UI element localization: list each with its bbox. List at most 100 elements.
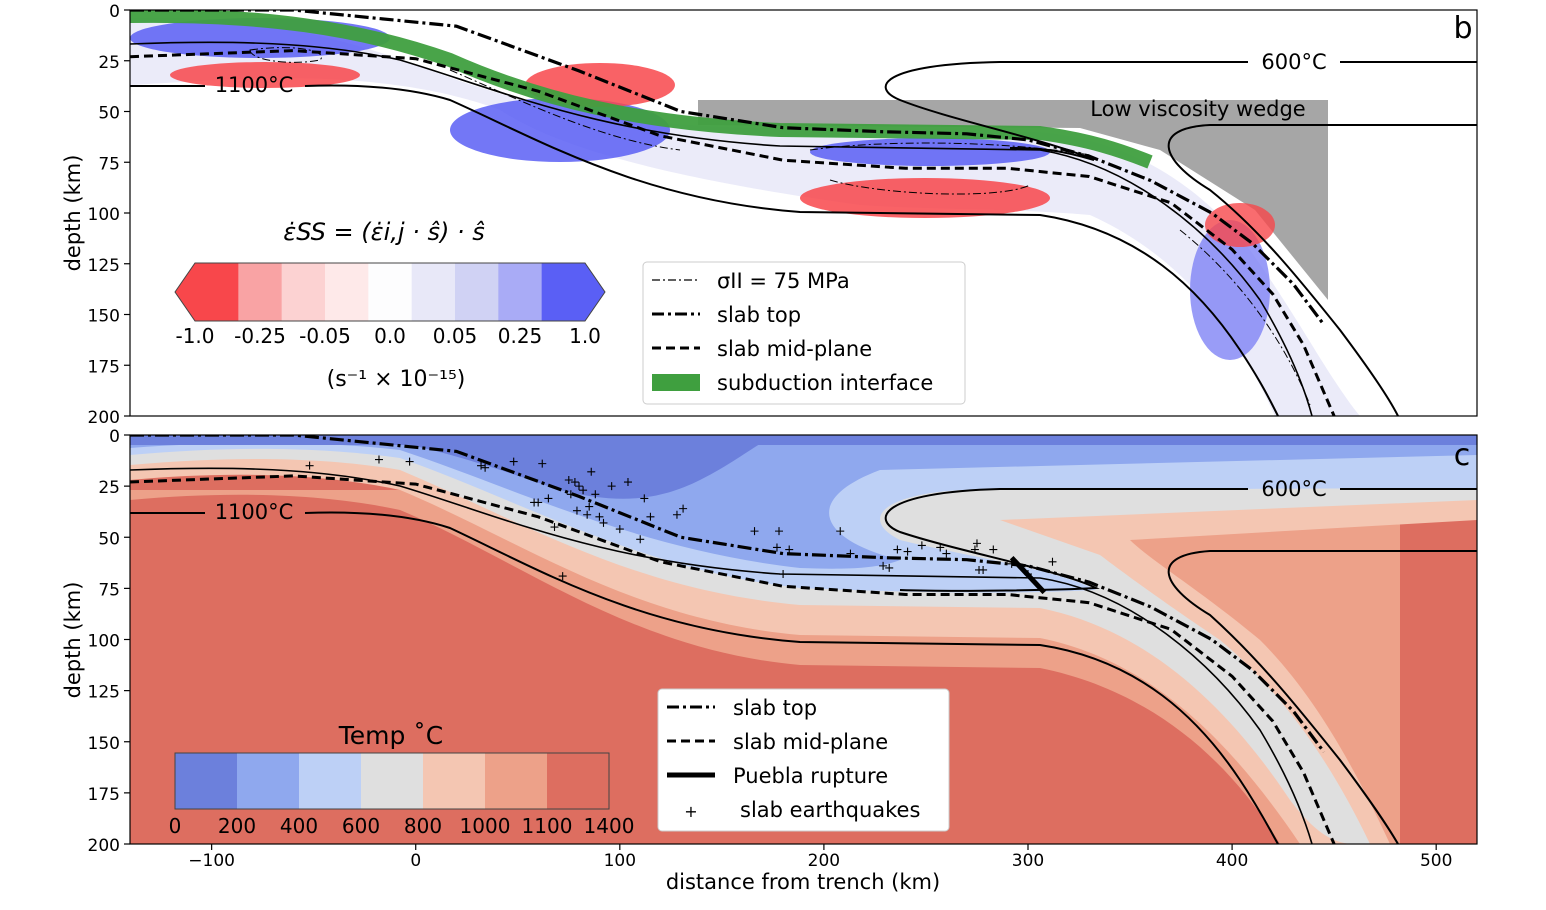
earthquake-marker [564, 475, 573, 484]
earthquake-marker [591, 490, 600, 499]
earthquake-marker [599, 518, 608, 527]
x-tick-label: 100 [604, 851, 636, 871]
colorbar-strain-title: ε̇SS = (ε̇i,j · ŝ) · ŝ [283, 218, 484, 246]
earthquake-marker [679, 504, 688, 513]
label-600: 600°C [1261, 50, 1326, 74]
earthquake-marker [538, 459, 547, 468]
earthquake-marker [846, 549, 855, 558]
legend-c-mid-plane: slab mid-plane [733, 730, 888, 754]
colorbar-strain-tick: 1.0 [569, 324, 601, 348]
earthquake-marker [550, 523, 559, 532]
earthquake-marker [917, 541, 926, 550]
colorbar-temp-tick: 800 [404, 814, 442, 838]
y-tick-label: 150 [88, 734, 120, 754]
colorbar-temp-cell [299, 753, 362, 809]
colorbar-temp-tick: 1400 [584, 814, 635, 838]
strain-blob [1190, 220, 1270, 360]
colorbar-temp-cell [423, 753, 486, 809]
earthquake-markers [305, 455, 1057, 581]
y-tick-label: 0 [109, 2, 120, 22]
earthquake-marker [615, 525, 624, 534]
colorbar-temp-tick: 200 [218, 814, 256, 838]
panel-b: 600°C 1100°C Low viscosity wedge b 0 25 50… [61, 2, 1478, 428]
strain-blob [810, 138, 1050, 166]
y-tick-label: 200 [88, 836, 120, 856]
earthquake-marker [970, 545, 979, 554]
earthquake-marker [579, 486, 588, 495]
earthquake-marker [570, 478, 579, 487]
colorbar-strain-cell [195, 263, 239, 321]
y-tick-label: 200 [88, 408, 120, 428]
earthquake-marker [585, 502, 594, 511]
earthquake-marker [775, 527, 784, 536]
earthquake-marker [575, 482, 583, 491]
colorbar-strain-cell [368, 263, 413, 321]
isotherm-1100 [130, 84, 1279, 416]
x-tick-label: 400 [1216, 851, 1248, 871]
slab-top-line [130, 10, 1326, 326]
temp-colorbar: Temp ˚C 0 200 400 600 800 1000 1100 1400 [169, 721, 635, 838]
isotherm-600-c [884, 488, 1477, 592]
slab-mid-plane-line [130, 49, 1336, 416]
strain-blob [170, 62, 360, 88]
colorbar-temp-tick: 1000 [460, 814, 511, 838]
colorbar-strain-cell [541, 263, 586, 321]
wedge-boundary [1167, 124, 1477, 416]
earthquake-marker [558, 572, 567, 581]
label-1100-c: 1100°C [215, 500, 294, 524]
colorbar-strain-outline [174, 262, 606, 322]
panel-c-ylabel: depth (km) [61, 582, 85, 699]
colorbar-temp-tick: 400 [280, 814, 318, 838]
earthquake-marker [1024, 570, 1032, 579]
slab-thin-boundary [130, 41, 1313, 416]
earthquake-marker [989, 545, 998, 554]
temp-band-400 [130, 435, 1477, 569]
colorbar-temp-cell [237, 753, 300, 809]
colorbar-temp-cell [175, 753, 238, 809]
earthquake-marker [544, 494, 553, 503]
earthquake-marker [587, 467, 596, 476]
colorbar-strain-tick: 0.05 [433, 324, 478, 348]
earthquake-marker [1048, 557, 1057, 566]
stress-contour [249, 47, 1311, 406]
colorbar-strain-tick: -0.05 [299, 324, 351, 348]
earthquake-marker [772, 543, 781, 552]
x-tick-label: 300 [1012, 851, 1044, 871]
colorbar-temp-tick: 600 [342, 814, 380, 838]
earthquake-marker [636, 535, 645, 544]
colorbar-temp-tick: 0 [169, 814, 182, 838]
panel-c: 600°C 1100°C c 0 25 50 75 100 125 150 175 200 −1… [61, 427, 1478, 894]
strain-blob [800, 178, 1050, 218]
y-tick-label: 125 [88, 683, 120, 703]
colorbar-strain-tick: 0.0 [374, 324, 406, 348]
label-low-viscosity-wedge: Low viscosity wedge [1090, 97, 1305, 121]
legend-c-rupture: Puebla rupture [733, 764, 888, 788]
colorbar-temp-cell [547, 753, 610, 809]
colorbar-temp-cell [361, 753, 424, 809]
x-tick-label: 200 [808, 851, 840, 871]
earthquake-marker [646, 512, 655, 521]
colorbar-strain-cell [498, 263, 543, 321]
panel-c-legend: slab top slab mid-plane Puebla rupture +… [657, 688, 950, 832]
y-tick-label: 175 [88, 785, 120, 805]
earthquake-marker [534, 498, 543, 507]
colorbar-strain-extend-high [585, 263, 605, 321]
isotherm-1100-c [130, 511, 1279, 844]
legend-c-quake-marker: + [684, 802, 697, 821]
earthquake-marker [750, 527, 759, 536]
y-tick-label: 0 [109, 427, 120, 447]
temp-band-1000 [130, 435, 1477, 844]
x-tick-label: 500 [1420, 851, 1452, 871]
colorbar-strain-cell [325, 263, 369, 321]
earthquake-marker [607, 482, 616, 491]
panel-b-ylabel: depth (km) [61, 155, 85, 272]
temp-band-top [130, 435, 1477, 445]
earthquake-marker [583, 510, 592, 519]
earthquake-marker [623, 478, 632, 487]
earthquake-marker [1007, 559, 1016, 568]
earthquake-marker [885, 563, 894, 572]
earthquake-marker [785, 545, 794, 554]
legend-b-mid-plane: slab mid-plane [717, 337, 872, 361]
isotherm-600 [884, 61, 1477, 161]
